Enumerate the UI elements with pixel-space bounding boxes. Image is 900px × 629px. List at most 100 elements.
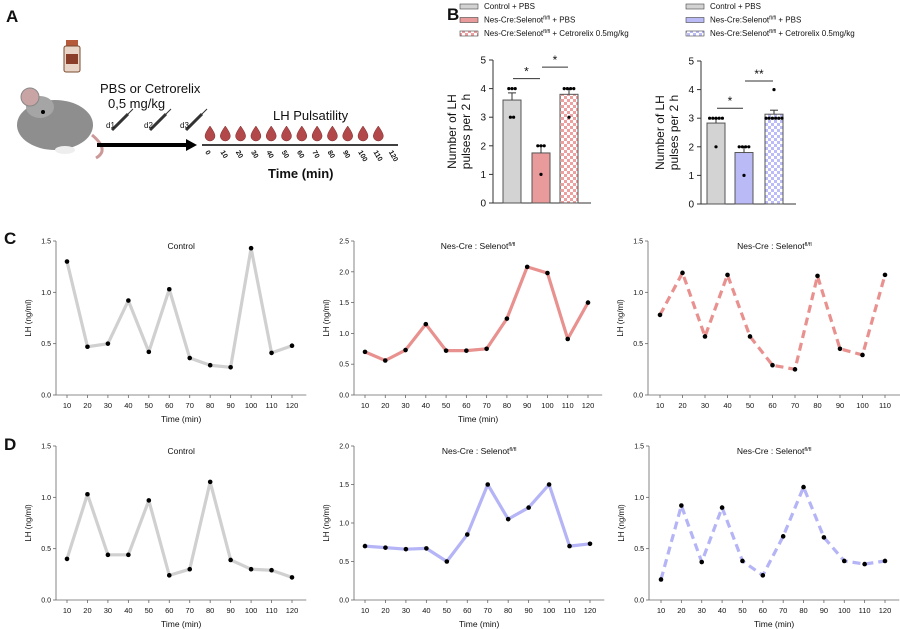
data-point [777, 116, 781, 120]
data-point [747, 334, 753, 339]
data-point [680, 270, 685, 276]
y-tick-label: 5 [480, 56, 486, 67]
legend-swatch [459, 3, 479, 10]
x-tick-label: 50 [738, 606, 746, 615]
x-tick-label: 10 [361, 401, 369, 410]
syringe-needle [165, 108, 172, 115]
legend-swatch [459, 17, 479, 23]
data-point [714, 116, 718, 120]
x-axis-label: Time (min) [458, 414, 498, 424]
x-tick-label: 30 [701, 401, 709, 410]
data-point [362, 349, 368, 355]
x-tick-label: 80 [813, 401, 821, 410]
x-tick-label: 80 [503, 401, 511, 410]
legend-entry: Nes-Cre:Selenotfl/fl + Cetrorelix 0.5mg/… [710, 29, 855, 38]
x-tick-label: 20 [678, 401, 686, 410]
panel-label-d: D [4, 435, 16, 454]
x-tick-label: 110 [266, 401, 278, 410]
data-point [737, 145, 741, 149]
data-point [882, 272, 888, 278]
data-point [362, 543, 368, 549]
x-tick-label: 10 [657, 606, 665, 615]
bar [531, 152, 551, 204]
line-chart-C1: 0.0 0.5 1.0 1.5 10 20 30 40 50 60 70 80 90 100 110 120 T… [24, 239, 307, 424]
data-point [126, 552, 131, 558]
data-line [65, 246, 293, 369]
x-tick-label: 50 [746, 401, 754, 410]
line-chart-D2: 0.0 0.5 1.0 1.5 2.0 10 20 30 40 50 60 70 80 90 100 110 1… [322, 444, 605, 629]
data-point [64, 259, 70, 264]
y-tick-label: 1 [688, 171, 694, 182]
x-tick-label: 40 [718, 606, 726, 615]
x-tick-label: 120 [584, 606, 597, 615]
data-point [714, 145, 718, 149]
data-point [837, 346, 843, 352]
line-chart-C2: 0.0 0.5 1.0 1.5 2.0 2.5 10 20 30 40 50 60 70 80 90 100 1… [322, 239, 603, 424]
bar-chart-B-left: 0 1 2 3 4 5 Number of LHpulses per 2 h * * [445, 53, 591, 210]
data-point [841, 558, 847, 564]
y-tick-label: 2 [688, 142, 694, 153]
syringe-needle [201, 108, 208, 115]
data-point [585, 300, 591, 305]
data-point [708, 116, 712, 120]
data-point [821, 535, 827, 540]
data-point [774, 116, 778, 120]
chart-title: Nes-Cre : Selenotfl/fl [441, 241, 516, 251]
syringe-body [184, 112, 204, 132]
significance-label: ** [754, 67, 764, 81]
significance-label: * [728, 94, 733, 108]
data-point [658, 577, 664, 582]
data-point [760, 573, 766, 578]
x-axis-label: Time (min) [459, 619, 499, 629]
data-point [105, 341, 111, 346]
panel-label-c: C [4, 229, 16, 248]
x-tick-label: 100 [245, 606, 258, 615]
line-chart-D3: 0.0 0.5 1.0 1.5 10 20 30 40 50 60 70 80 90 100 110 120 T… [617, 444, 900, 629]
dose-label: 0,5 mg/kg [108, 96, 165, 111]
data-point [572, 87, 576, 91]
y-tick-label: 4 [480, 84, 486, 95]
line-chart-C3: 0.0 0.5 1.0 1.5 10 20 30 40 50 60 70 80 90 100 110 LH (… [616, 239, 900, 410]
y-axis-label: Number of LHpulses per 2 h [653, 95, 681, 170]
syringe-icon: d3 [180, 108, 208, 132]
x-tick-label: 90 [836, 401, 844, 410]
x-tick-label: 70 [779, 606, 787, 615]
y-axis-label: LH (ng/ml) [616, 299, 625, 337]
data-point [187, 566, 193, 572]
x-tick-label: 30 [401, 401, 409, 410]
data-point [587, 541, 593, 547]
syringe-body [110, 112, 130, 132]
data-point [860, 352, 865, 358]
x-tick-label: 60 [165, 401, 173, 410]
y-tick-label: 3 [688, 114, 694, 125]
bar [502, 99, 522, 204]
arrow-head-icon [186, 139, 197, 151]
data-point [862, 561, 867, 567]
data-point [801, 484, 806, 490]
data-point [565, 87, 570, 91]
injection-day-label: d3 [180, 121, 189, 130]
y-tick-label: 4 [688, 85, 694, 96]
data-point [507, 87, 511, 91]
data-point [725, 272, 730, 278]
blood-drop-icon [265, 125, 277, 142]
x-tick-label: 110 [266, 606, 278, 615]
data-point [770, 116, 775, 120]
x-tick-label: 30 [104, 606, 112, 615]
data-point [744, 145, 748, 149]
chart-title: Control [167, 241, 195, 251]
panel-a: PBS or Cetrorelix 0,5 mg/kg d1 d2 d3 LH Pu… [17, 40, 399, 181]
chart-title: Nes-Cre : Selenotfl/fl [442, 446, 517, 456]
x-tick-label: 80 [799, 606, 807, 615]
data-point [699, 559, 705, 565]
y-tick-label: 0.0 [41, 598, 51, 605]
bar [706, 122, 726, 205]
x-tick-label: 90 [523, 401, 531, 410]
time-tick-label: 60 [295, 150, 305, 160]
time-tick-label: 110 [372, 150, 384, 163]
data-point [815, 273, 820, 279]
x-tick-label: 30 [402, 606, 410, 615]
injection-day-label: d1 [106, 121, 115, 130]
y-tick-label: 0.0 [633, 393, 643, 400]
data-point [248, 566, 254, 572]
